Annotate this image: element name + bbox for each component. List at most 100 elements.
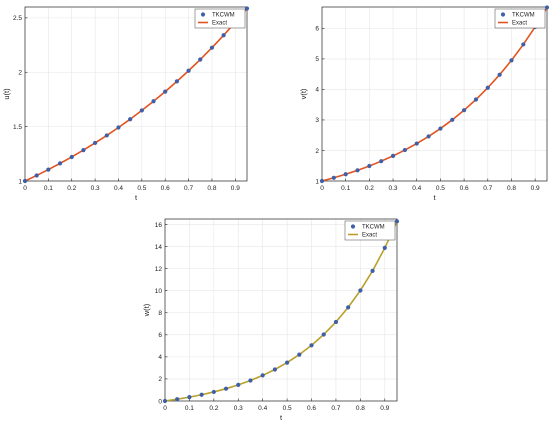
tkcwm-marker (426, 134, 431, 139)
y-tick-label: 0 (158, 398, 162, 405)
x-tick-label: 0.8 (207, 185, 216, 192)
tkcwm-marker (69, 154, 74, 160)
tkcwm-marker (199, 392, 204, 397)
x-tick-label: 0.9 (231, 185, 240, 192)
tkcwm-marker (223, 386, 229, 391)
tkcwm-marker (272, 367, 277, 372)
x-tick-label: 0.2 (67, 185, 76, 192)
tkcwm-marker (186, 68, 191, 73)
tkcwm-marker (331, 175, 336, 180)
tkcwm-marker (57, 161, 63, 166)
legend-label-exact: Exact (212, 21, 227, 27)
x-tick-label: 0.6 (161, 185, 170, 192)
x-tick-label: 0.9 (380, 405, 389, 412)
y-tick-label: 1 (315, 178, 319, 185)
tkcwm-marker (221, 33, 226, 38)
x-tick-label: 0.5 (137, 185, 146, 192)
y-tick-label: 8 (158, 310, 162, 317)
x-tick-label: 0.7 (483, 185, 492, 192)
tkcwm-marker (151, 99, 156, 104)
axes-frame (164, 218, 398, 402)
plot-area (25, 7, 247, 181)
x-tick-label: 0.4 (258, 405, 267, 412)
x-axis-label: t (135, 193, 138, 202)
tkcwm-marker (209, 45, 215, 50)
tkcwm-marker (544, 5, 550, 10)
tkcwm-marker (321, 332, 326, 337)
exact-series-line (321, 7, 548, 182)
tkcwm-marker (509, 58, 514, 63)
axes-frame (24, 6, 248, 182)
tkcwm-marker (93, 140, 98, 146)
tkcwm-marker (174, 79, 179, 84)
tkcwm-marker (162, 398, 168, 404)
y-tick-label: 2 (315, 148, 319, 155)
x-axis-label: t (280, 413, 283, 422)
tkcwm-marker (81, 148, 86, 153)
plot-area (322, 7, 547, 181)
tkcwm-marker (382, 245, 387, 250)
x-tick-label: 0.4 (114, 185, 123, 192)
tkcwm-marker (163, 89, 168, 94)
y-tick-label: 16 (155, 222, 163, 229)
tkcwm-marker (394, 219, 400, 224)
tkcwm-marker (260, 373, 265, 378)
tkcwm-marker (414, 141, 419, 146)
exact-series-line (24, 8, 248, 182)
tkcwm-marker (367, 163, 372, 169)
tkcwm-marker (34, 173, 39, 178)
tkcwm-marker (319, 178, 325, 184)
y-axis-label: v(t) (299, 88, 308, 99)
x-tick-label: 0.5 (283, 405, 292, 412)
tkcwm-marker (402, 147, 407, 153)
axes-frame (321, 6, 548, 182)
x-tick-label: 0.3 (389, 185, 398, 192)
x-tick-label: 0.7 (331, 405, 340, 412)
legend: TKCWM Exact (494, 8, 546, 29)
tkcwm-marker (521, 42, 526, 47)
x-tick-label: 0.1 (185, 405, 194, 412)
tkcwm-marker (22, 178, 28, 184)
tkcwm-marker (355, 168, 360, 173)
y-tick-label: 5 (315, 56, 319, 63)
x-tick-label: 0.2 (209, 405, 218, 412)
tkcwm-marker (285, 360, 290, 365)
tkcwm-marker (116, 125, 121, 130)
tkcwm-marker (104, 133, 109, 138)
x-tick-label: 0.4 (412, 185, 421, 192)
y-tick-label: 4 (158, 354, 162, 361)
y-tick-label: 6 (315, 26, 319, 33)
legend-marker-tkcwm (500, 12, 506, 17)
x-tick-label: 0.2 (365, 185, 374, 192)
legend-marker-tkcwm (350, 224, 356, 229)
chart-panel-3: 0 0.1 0.2 0.3 0.4 0.5 0.6 0.7 0.8 0.9 0 2 4 6 8 10 12 14 1… (142, 218, 400, 422)
y-axis-label: w(t) (142, 303, 151, 317)
chart-panel-1: 0 0.1 0.2 0.3 0.4 0.5 0.6 0.7 0.8 0.9 1 1.5 2 2.5 t u(t… (2, 6, 250, 202)
y-tick-label: 1 (18, 178, 22, 185)
x-tick-label: 0.1 (341, 185, 350, 192)
tkcwm-marker (248, 378, 253, 383)
tkcwm-marker (198, 57, 203, 62)
tkcwm-marker (450, 117, 455, 122)
x-tick-label: 0.3 (234, 405, 243, 412)
plot-area (165, 219, 397, 401)
x-tick-label: 0.5 (436, 185, 445, 192)
tkcwm-marker (309, 343, 314, 348)
tkcwm-marker (438, 126, 443, 131)
y-tick-label: 6 (158, 332, 162, 339)
tkcwm-marker (211, 389, 216, 395)
chart-panel-2: 0 0.1 0.2 0.3 0.4 0.5 0.6 0.7 0.8 0.9 1 2 3 4 5 6 t v(t) T… (299, 5, 550, 202)
y-tick-label: 4 (315, 87, 319, 94)
tkcwm-marker (370, 268, 375, 273)
x-tick-label: 0.3 (91, 185, 100, 192)
y-tick-label: 3 (315, 117, 319, 124)
legend-label-exact: Exact (512, 21, 527, 27)
y-tick-label: 12 (155, 266, 163, 273)
tkcwm-marker (379, 159, 384, 164)
x-tick-label: 0.9 (531, 185, 540, 192)
y-tick-label: 10 (155, 288, 163, 295)
x-tick-label: 0 (23, 185, 27, 192)
y-tick-label: 2 (18, 70, 22, 77)
tkcwm-marker (497, 72, 502, 77)
legend-label-tkcwm: TKCWM (362, 225, 385, 231)
